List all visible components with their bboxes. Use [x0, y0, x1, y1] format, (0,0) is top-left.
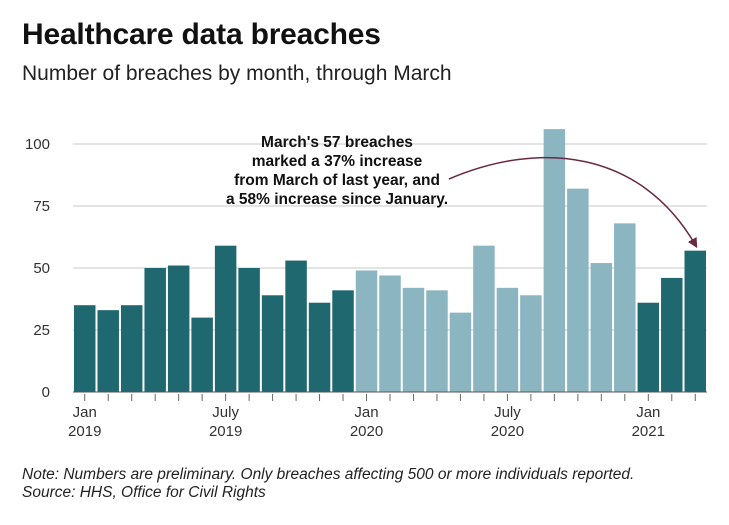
y-tick-label-0: 0 — [42, 384, 50, 401]
annotation-line-1: March's 57 breaches — [261, 134, 413, 151]
bar-2021-03 — [684, 250, 706, 392]
bar-2021-01 — [637, 302, 660, 392]
bar-2019-08 — [238, 268, 260, 392]
annotation-line-2: marked a 37% increase — [252, 153, 423, 170]
bar-2019-07 — [214, 245, 237, 392]
bar-2020-06 — [473, 245, 495, 392]
bar-2020-12 — [614, 223, 636, 392]
bar-2019-10 — [285, 260, 307, 392]
bar-2019-09 — [261, 295, 284, 392]
bar-2019-03 — [120, 305, 143, 392]
y-tick-label-100: 100 — [25, 136, 50, 153]
bars — [74, 129, 706, 392]
bar-2020-03 — [402, 287, 425, 392]
bar-2019-01 — [74, 305, 96, 392]
bar-2020-07 — [496, 287, 519, 392]
bar-2020-10 — [567, 188, 589, 392]
chart-title: Healthcare data breaches — [22, 18, 381, 51]
bar-2020-05 — [449, 312, 472, 392]
footnote: Note: Numbers are preliminary. Only brea… — [22, 466, 634, 502]
y-tick-label-50: 50 — [33, 260, 50, 277]
x-tick-label-jan-2020: 2020 — [350, 423, 383, 440]
annotation-line-4: a 58% increase since January. — [226, 191, 448, 208]
x-tick-label-jan-2019: Jan — [73, 404, 97, 421]
bar-2020-01 — [355, 270, 378, 392]
chart-subtitle: Number of breaches by month, through Mar… — [22, 62, 452, 85]
y-tick-label-25: 25 — [33, 322, 50, 339]
bar-2019-04 — [144, 268, 166, 392]
bar-2019-06 — [191, 317, 213, 392]
bar-2019-12 — [332, 290, 354, 392]
bar-2020-09 — [543, 129, 566, 392]
bar-2020-04 — [426, 290, 448, 392]
bar-2021-02 — [661, 277, 683, 392]
annotation-arrow — [448, 156, 698, 249]
x-tick-label-jan-2020: Jan — [354, 404, 378, 421]
x-tick-label-jan-2019: 2019 — [68, 423, 101, 440]
x-tick-label-july-2019: 2019 — [209, 423, 242, 440]
annotation: March's 57 breaches marked a 37% increase… — [226, 134, 698, 249]
bar-2020-08 — [520, 295, 542, 392]
bar-2019-02 — [97, 310, 119, 392]
bar-2019-05 — [167, 265, 190, 392]
note-text: Note: Numbers are preliminary. Only brea… — [22, 466, 635, 483]
bar-2019-11 — [308, 302, 331, 392]
y-tick-label-75: 75 — [33, 198, 50, 215]
bar-2020-02 — [379, 275, 401, 392]
axes: 0 25 50 75 100 Jan 2019 July 2019 Jan 2020 July 2020… — [25, 136, 707, 440]
x-tick-label-july-2019: July — [212, 404, 239, 421]
source-text: Source: HHS, Office for Civil Rights — [22, 484, 266, 501]
x-tick-label-july-2020: July — [494, 404, 521, 421]
x-tick-label-jan-2021: Jan — [636, 404, 660, 421]
x-tick-label-jan-2021: 2021 — [632, 423, 665, 440]
x-tick-label-july-2020: 2020 — [491, 423, 524, 440]
annotation-line-3: from March of last year, and — [234, 172, 440, 189]
bar-chart: 0 25 50 75 100 Jan 2019 July 2019 Jan 2020 July 2020… — [25, 129, 707, 440]
bar-2020-11 — [590, 263, 613, 392]
